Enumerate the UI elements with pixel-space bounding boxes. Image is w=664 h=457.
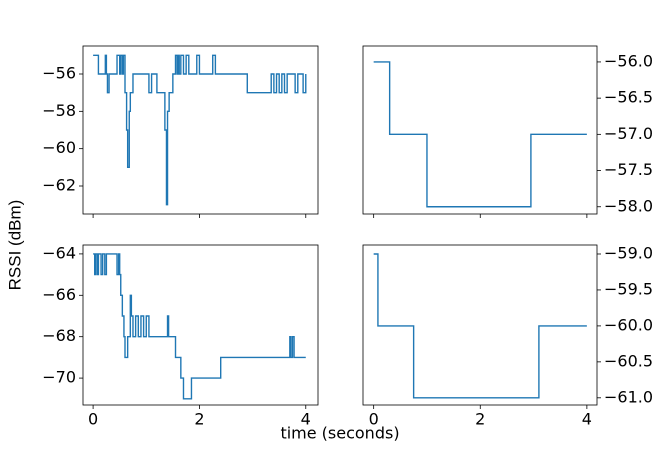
y-tick-label: −64 [42,243,76,262]
y-tick-label: −60.0 [604,315,653,334]
y-tick-label: −56.0 [604,51,653,70]
y-tick-label: −57.0 [604,124,653,143]
y-tick-label: −62 [42,176,76,195]
data-line [373,253,587,399]
x-tick-label: 2 [194,410,204,429]
data-line [93,253,306,400]
y-tick-label: −68 [42,326,76,345]
y-tick-label: −59.5 [604,279,653,298]
y-tick-label: −66 [42,285,76,304]
x-axis-label: time (seconds) [280,424,399,443]
y-tick-label: −56.5 [604,88,653,107]
x-tick-label: 4 [301,410,311,429]
data-line [93,54,307,206]
axes-frame [362,45,598,215]
y-tick-label: −61.0 [604,387,653,406]
x-tick-label: 0 [88,410,98,429]
axes-frame [362,244,598,406]
y-tick-label: −58 [42,101,76,120]
axes-frame [82,45,319,215]
x-tick-label: 0 [369,410,379,429]
y-tick-label: −70 [42,368,76,387]
y-tick-label: −57.5 [604,160,653,179]
x-tick-label: 2 [475,410,485,429]
axes-frame [82,244,319,406]
y-tick-label: −60.5 [604,351,653,370]
data-line [373,61,587,208]
y-tick-label: −59.0 [604,243,653,262]
x-tick-label: 4 [582,410,592,429]
y-axis-label: RSSI (dBm) [5,200,24,291]
y-tick-label: −56 [42,64,76,83]
y-tick-label: −60 [42,138,76,157]
y-tick-label: −58.0 [604,196,653,215]
